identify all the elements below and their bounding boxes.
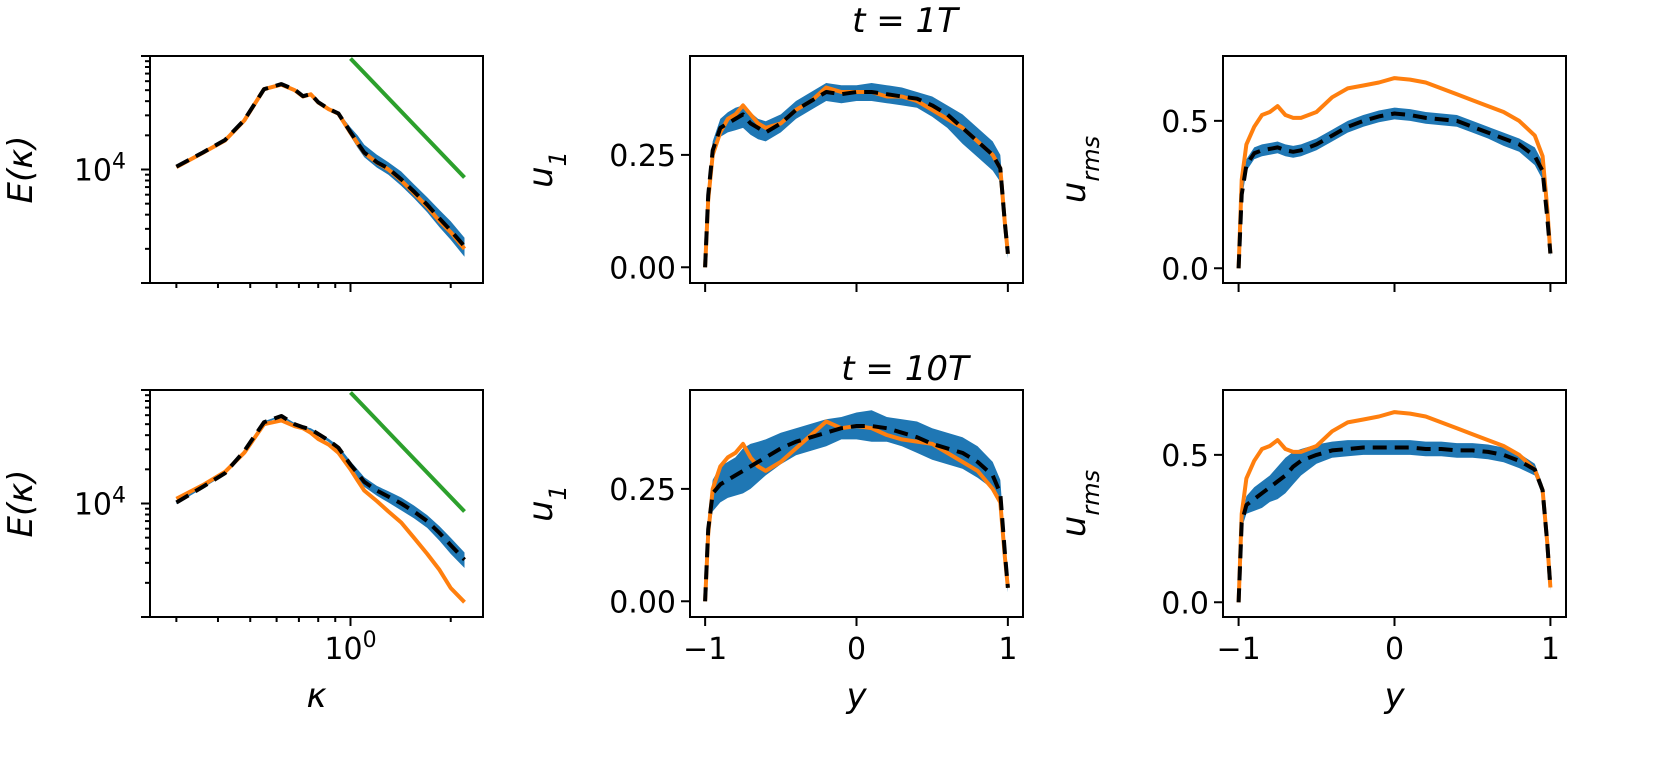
plot-area-urms-10T [1236, 410, 1553, 603]
mean-line [1236, 445, 1553, 603]
axes-frame [1222, 55, 1567, 284]
y-axis-label: E(κ) [1, 469, 41, 537]
y-tick-label: 0.5 [1161, 105, 1209, 140]
band-area [1238, 440, 1551, 603]
axes-frame [149, 55, 484, 284]
y-axis-label: u1 [521, 151, 572, 188]
y-axis-label: urms [1054, 136, 1105, 203]
plot-area-spectrum-10T [175, 391, 466, 604]
band-area [176, 83, 465, 257]
y-tick-label: 0.0 [1161, 252, 1209, 287]
slope-line [349, 391, 466, 513]
x-tick-label: 0 [847, 632, 866, 667]
reference-line [1236, 76, 1553, 269]
x-axis-label: y [845, 676, 867, 716]
mean-line [703, 90, 1010, 268]
y-tick-label: 0.5 [1161, 439, 1209, 474]
title-1T: t = 1T [852, 1, 960, 41]
y-tick-label: 0.25 [609, 139, 676, 174]
x-axis-label: y [1383, 676, 1405, 716]
x-tick-label: 1 [998, 632, 1017, 667]
panel-u1-10T: −1 0 1 0.00 0.25 u1 y [521, 389, 1024, 716]
y-tick-label: 0.0 [1161, 586, 1209, 621]
panel-spectrum-10T: 104 100 E(κ) κ [1, 389, 484, 716]
panel-u1-1T: 0.00 0.25 u1 [521, 55, 1024, 292]
axes-frame [149, 389, 484, 618]
reference-line [175, 82, 467, 251]
title-10T: t = 10T [841, 349, 971, 389]
y-tick-label: 104 [74, 483, 126, 523]
y-axis-label: u1 [521, 485, 572, 522]
y-tick-label: 0.00 [609, 251, 676, 286]
reference-line [703, 419, 1010, 602]
mean-line [703, 424, 1010, 602]
plot-area-spectrum-1T [175, 57, 467, 257]
plot-area-u1-10T [703, 410, 1010, 602]
plot-area-urms-1T [1236, 76, 1553, 269]
x-tick-label: −1 [1216, 632, 1260, 667]
y-tick-label: 0.25 [609, 473, 676, 508]
axes-frame [1222, 389, 1567, 618]
band-area [705, 83, 1008, 268]
panel-spectrum-1T: 104 E(κ) [1, 55, 484, 292]
x-tick-label: −1 [683, 632, 727, 667]
x-tick-label: 0 [1385, 632, 1404, 667]
plot-area-u1-1T [703, 83, 1010, 268]
y-axis-label: E(κ) [1, 135, 41, 203]
mean-line [1236, 111, 1553, 269]
band-area [705, 410, 1008, 602]
mean-line [175, 82, 467, 248]
band-area [1238, 107, 1551, 269]
reference-line [175, 418, 466, 604]
reference-line [1236, 410, 1553, 603]
mean-line [175, 414, 466, 562]
x-axis-label: κ [306, 676, 326, 716]
x-tick-label: 1 [1541, 632, 1560, 667]
x-tick-label: 100 [324, 628, 376, 668]
panel-urms-1T: 0.0 0.5 urms [1054, 55, 1567, 292]
y-axis-label: urms [1054, 470, 1105, 537]
panel-urms-10T: −1 0 1 0.0 0.5 urms y [1054, 389, 1567, 716]
y-tick-label: 104 [74, 149, 126, 189]
y-tick-label: 0.00 [609, 585, 676, 620]
slope-line [349, 57, 466, 179]
